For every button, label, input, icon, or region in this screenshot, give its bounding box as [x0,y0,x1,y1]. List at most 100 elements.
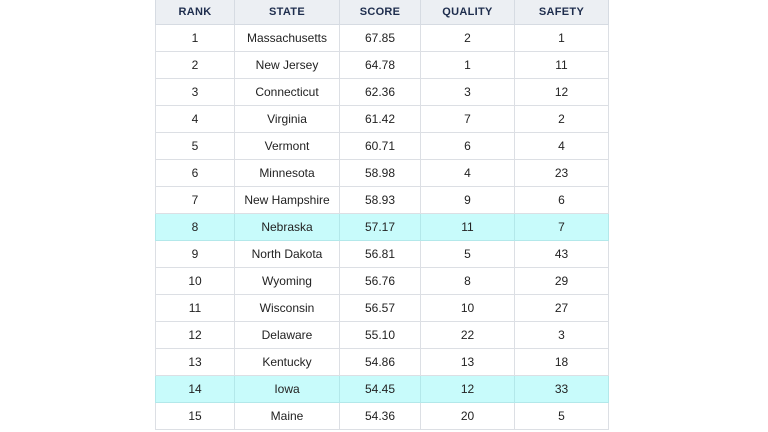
table-row: 1 Massachusetts 67.85 2 1 [155,24,609,52]
cell-state: Virginia [234,105,340,133]
header-quality[interactable]: QUALITY [420,0,515,25]
cell-quality: 3 [420,78,515,106]
cell-state: New Jersey [234,51,340,79]
cell-score: 58.98 [339,159,421,187]
cell-safety: 11 [514,51,609,79]
table-row: 8 Nebraska 57.17 11 7 [155,213,609,241]
cell-rank: 4 [155,105,235,133]
cell-safety: 43 [514,240,609,268]
cell-score: 54.45 [339,375,421,403]
table-row: 13 Kentucky 54.86 13 18 [155,348,609,376]
cell-rank: 14 [155,375,235,403]
cell-score: 67.85 [339,24,421,52]
cell-state: Delaware [234,321,340,349]
cell-safety: 5 [514,402,609,430]
cell-rank: 2 [155,51,235,79]
cell-state: Vermont [234,132,340,160]
cell-safety: 3 [514,321,609,349]
header-score[interactable]: SCORE [339,0,421,25]
cell-state: Maine [234,402,340,430]
cell-score: 56.57 [339,294,421,322]
cell-state: New Hampshire [234,186,340,214]
cell-quality: 8 [420,267,515,295]
cell-rank: 8 [155,213,235,241]
header-row: RANK STATE SCORE QUALITY SAFETY [155,0,609,25]
cell-rank: 3 [155,78,235,106]
rankings-table-container: RANK STATE SCORE QUALITY SAFETY 1 Massach… [155,0,609,430]
table-row: 12 Delaware 55.10 22 3 [155,321,609,349]
cell-quality: 4 [420,159,515,187]
cell-score: 54.86 [339,348,421,376]
table-row: 2 New Jersey 64.78 1 11 [155,51,609,79]
cell-score: 56.81 [339,240,421,268]
cell-state: Minnesota [234,159,340,187]
cell-quality: 13 [420,348,515,376]
cell-quality: 9 [420,186,515,214]
cell-rank: 12 [155,321,235,349]
cell-score: 54.36 [339,402,421,430]
table-row: 3 Connecticut 62.36 3 12 [155,78,609,106]
cell-rank: 7 [155,186,235,214]
cell-score: 56.76 [339,267,421,295]
cell-safety: 4 [514,132,609,160]
cell-quality: 7 [420,105,515,133]
cell-score: 60.71 [339,132,421,160]
cell-quality: 12 [420,375,515,403]
cell-quality: 5 [420,240,515,268]
cell-rank: 13 [155,348,235,376]
cell-state: Nebraska [234,213,340,241]
rankings-table: RANK STATE SCORE QUALITY SAFETY 1 Massach… [155,0,609,430]
cell-safety: 27 [514,294,609,322]
cell-safety: 6 [514,186,609,214]
cell-safety: 29 [514,267,609,295]
cell-rank: 15 [155,402,235,430]
table-row: 11 Wisconsin 56.57 10 27 [155,294,609,322]
cell-quality: 2 [420,24,515,52]
cell-rank: 9 [155,240,235,268]
table-row: 6 Minnesota 58.98 4 23 [155,159,609,187]
cell-state: Wyoming [234,267,340,295]
table-row: 15 Maine 54.36 20 5 [155,402,609,430]
cell-quality: 6 [420,132,515,160]
cell-state: Massachusetts [234,24,340,52]
table-row: 9 North Dakota 56.81 5 43 [155,240,609,268]
cell-score: 61.42 [339,105,421,133]
cell-quality: 22 [420,321,515,349]
header-state[interactable]: STATE [234,0,340,25]
cell-quality: 11 [420,213,515,241]
cell-state: North Dakota [234,240,340,268]
table-body: 1 Massachusetts 67.85 2 1 2 New Jersey 64.78 1 11… [155,24,609,430]
cell-score: 62.36 [339,78,421,106]
table-row: 5 Vermont 60.71 6 4 [155,132,609,160]
cell-safety: 33 [514,375,609,403]
cell-safety: 18 [514,348,609,376]
cell-rank: 1 [155,24,235,52]
header-rank[interactable]: RANK [155,0,235,25]
cell-score: 57.17 [339,213,421,241]
header-safety[interactable]: SAFETY [514,0,609,25]
cell-state: Kentucky [234,348,340,376]
cell-safety: 23 [514,159,609,187]
cell-quality: 20 [420,402,515,430]
cell-quality: 1 [420,51,515,79]
cell-safety: 12 [514,78,609,106]
table-header: RANK STATE SCORE QUALITY SAFETY [155,0,609,25]
cell-state: Iowa [234,375,340,403]
cell-rank: 11 [155,294,235,322]
cell-safety: 7 [514,213,609,241]
cell-rank: 6 [155,159,235,187]
cell-state: Connecticut [234,78,340,106]
cell-score: 58.93 [339,186,421,214]
cell-score: 64.78 [339,51,421,79]
cell-rank: 5 [155,132,235,160]
cell-score: 55.10 [339,321,421,349]
cell-safety: 2 [514,105,609,133]
table-row: 7 New Hampshire 58.93 9 6 [155,186,609,214]
table-row: 4 Virginia 61.42 7 2 [155,105,609,133]
table-row: 14 Iowa 54.45 12 33 [155,375,609,403]
cell-safety: 1 [514,24,609,52]
cell-quality: 10 [420,294,515,322]
cell-state: Wisconsin [234,294,340,322]
table-row: 10 Wyoming 56.76 8 29 [155,267,609,295]
cell-rank: 10 [155,267,235,295]
